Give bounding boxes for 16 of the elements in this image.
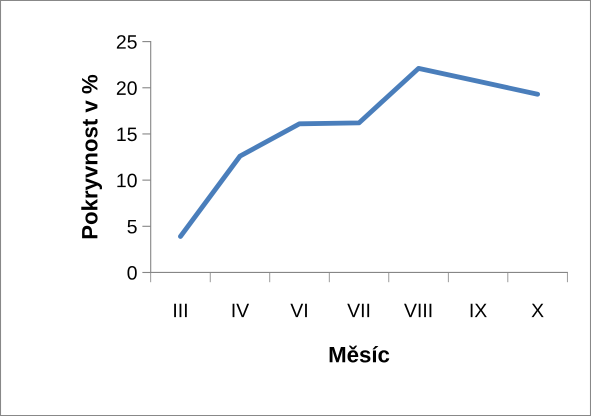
line-series xyxy=(178,66,540,239)
x-tick-label: VII xyxy=(347,304,370,318)
y-tick-label: 20 xyxy=(116,81,137,96)
y-tick-label: 10 xyxy=(117,174,137,188)
x-tick-label: X xyxy=(532,304,544,318)
y-axis-title: Pokryvnost v % xyxy=(81,74,102,238)
y-tick-label: 0 xyxy=(127,266,137,280)
x-tick-label: VI xyxy=(290,304,307,318)
x-tick-label: III xyxy=(174,304,187,318)
y-tick-label: 15 xyxy=(117,128,137,142)
x-tick-label: VIII xyxy=(404,304,432,318)
x-tick-label: IX xyxy=(470,304,487,318)
y-tick-label: 25 xyxy=(116,35,137,49)
y-tick-label: 5 xyxy=(127,220,137,234)
x-axis-title: Měsíc xyxy=(330,346,390,362)
x-tick-label: IV xyxy=(232,304,250,318)
